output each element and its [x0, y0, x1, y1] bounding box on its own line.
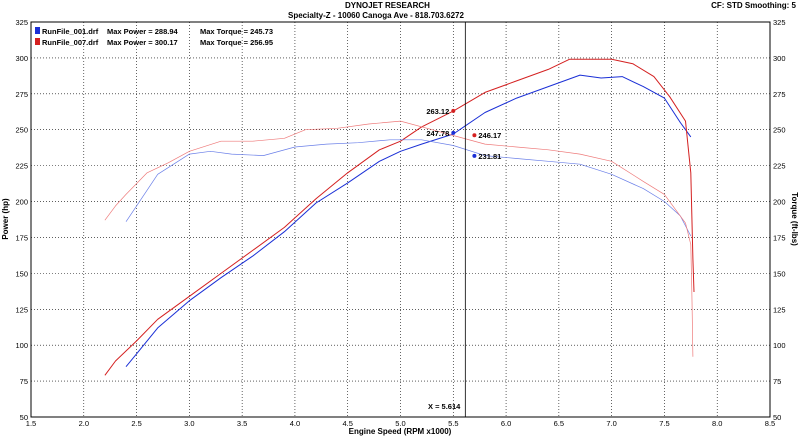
series-line-4	[104, 120, 694, 357]
legend-run2-name: RunFile_007.drf	[42, 38, 99, 47]
x-tick-label: 1.5	[26, 419, 36, 428]
y-tick-label: 300	[15, 54, 28, 63]
y-tick-label: 275	[15, 90, 28, 99]
x-axis-label: Engine Speed (RPM x1000)	[349, 427, 452, 436]
cursor-value-label: 246.17	[478, 131, 501, 140]
y-axis-label: Power (hp)	[1, 198, 10, 240]
cursor-marker	[472, 153, 477, 158]
legend: RunFile_001.drf Max Power = 288.94 Max T…	[35, 27, 273, 47]
chart-subtitle: Specialty-Z - 10060 Canoga Ave - 818.703…	[288, 11, 464, 20]
y-tick-label: 50	[20, 413, 28, 422]
y2-tick-label: 275	[773, 90, 786, 99]
y-tick-label: 100	[15, 341, 28, 350]
y2-tick-label: 125	[773, 305, 786, 314]
cursor-marker	[451, 108, 456, 113]
x-tick-label: 5.5	[448, 419, 458, 428]
y2-tick-label: 200	[773, 198, 786, 207]
x-tick-label: 4.5	[342, 419, 352, 428]
x-tick-label: 5.0	[395, 419, 405, 428]
cursor-value-label: 231.81	[478, 152, 501, 161]
legend-run1-power: Max Power = 288.94	[107, 27, 178, 36]
y2-tick-label: 175	[773, 233, 786, 242]
settings-label: CF: STD Smoothing: 5	[711, 1, 796, 10]
x-tick-label: 3.0	[184, 419, 194, 428]
y-tick-label: 200	[15, 198, 28, 207]
legend-run1-torque: Max Torque = 245.73	[200, 27, 273, 36]
legend-run2-torque: Max Torque = 256.95	[200, 38, 273, 47]
y2-tick-label: 325	[773, 18, 786, 27]
cursor-group: X = 5.614 263.12 247.78 246.17 231.81	[426, 22, 501, 417]
y2-tick-label: 50	[773, 413, 781, 422]
y-tick-label: 75	[20, 377, 28, 386]
legend-run1-name: RunFile_001.drf	[42, 27, 99, 36]
y2-tick-label: 150	[773, 269, 786, 278]
series-line-1	[125, 74, 692, 368]
y2-axis-label: Torque (ft-lbs)	[790, 192, 799, 246]
x-tick-label: 2.0	[79, 419, 89, 428]
y-tick-label: 250	[15, 126, 28, 135]
x-tick-label: 8.5	[765, 419, 775, 428]
y-tick-label: 325	[15, 18, 28, 27]
legend-swatch-run2	[35, 38, 40, 45]
cursor-marker	[451, 130, 456, 135]
x-tick-label: 4.0	[290, 419, 300, 428]
x-tick-label: 6.0	[501, 419, 511, 428]
y-tick-label: 225	[15, 162, 28, 171]
cursor-value-label: 247.78	[426, 129, 449, 138]
x-tick-label: 8.0	[712, 419, 722, 428]
x-tick-label: 7.0	[606, 419, 616, 428]
y-tick-label: 150	[15, 269, 28, 278]
y-tick-label: 175	[15, 233, 28, 242]
series-line-3	[125, 139, 692, 237]
chart-title: DYNOJET RESEARCH	[345, 1, 430, 10]
grid-lines	[31, 22, 770, 417]
y2-tick-label: 100	[773, 341, 786, 350]
y-tick-label: 125	[15, 305, 28, 314]
y2-tick-label: 250	[773, 126, 786, 135]
x-tick-label: 2.5	[131, 419, 141, 428]
x-tick-label: 6.5	[554, 419, 564, 428]
y2-tick-label: 75	[773, 377, 781, 386]
y2-tick-label: 225	[773, 162, 786, 171]
cursor-marker	[472, 133, 477, 138]
legend-swatch-run1	[35, 27, 40, 34]
y2-tick-label: 300	[773, 54, 786, 63]
legend-run2-power: Max Power = 300.17	[107, 38, 178, 47]
x-tick-label: 3.5	[237, 419, 247, 428]
cursor-value-label: 263.12	[426, 107, 449, 116]
cursor-x-label: X = 5.614	[428, 402, 461, 411]
x-tick-label: 7.5	[659, 419, 669, 428]
tick-labels: 1.5 2.0 2.5 3.0 3.5 4.0 4.5 5.0 5.5 6.0 6.5 7.0 7.5 8…	[15, 18, 785, 428]
plot-area	[30, 21, 771, 418]
